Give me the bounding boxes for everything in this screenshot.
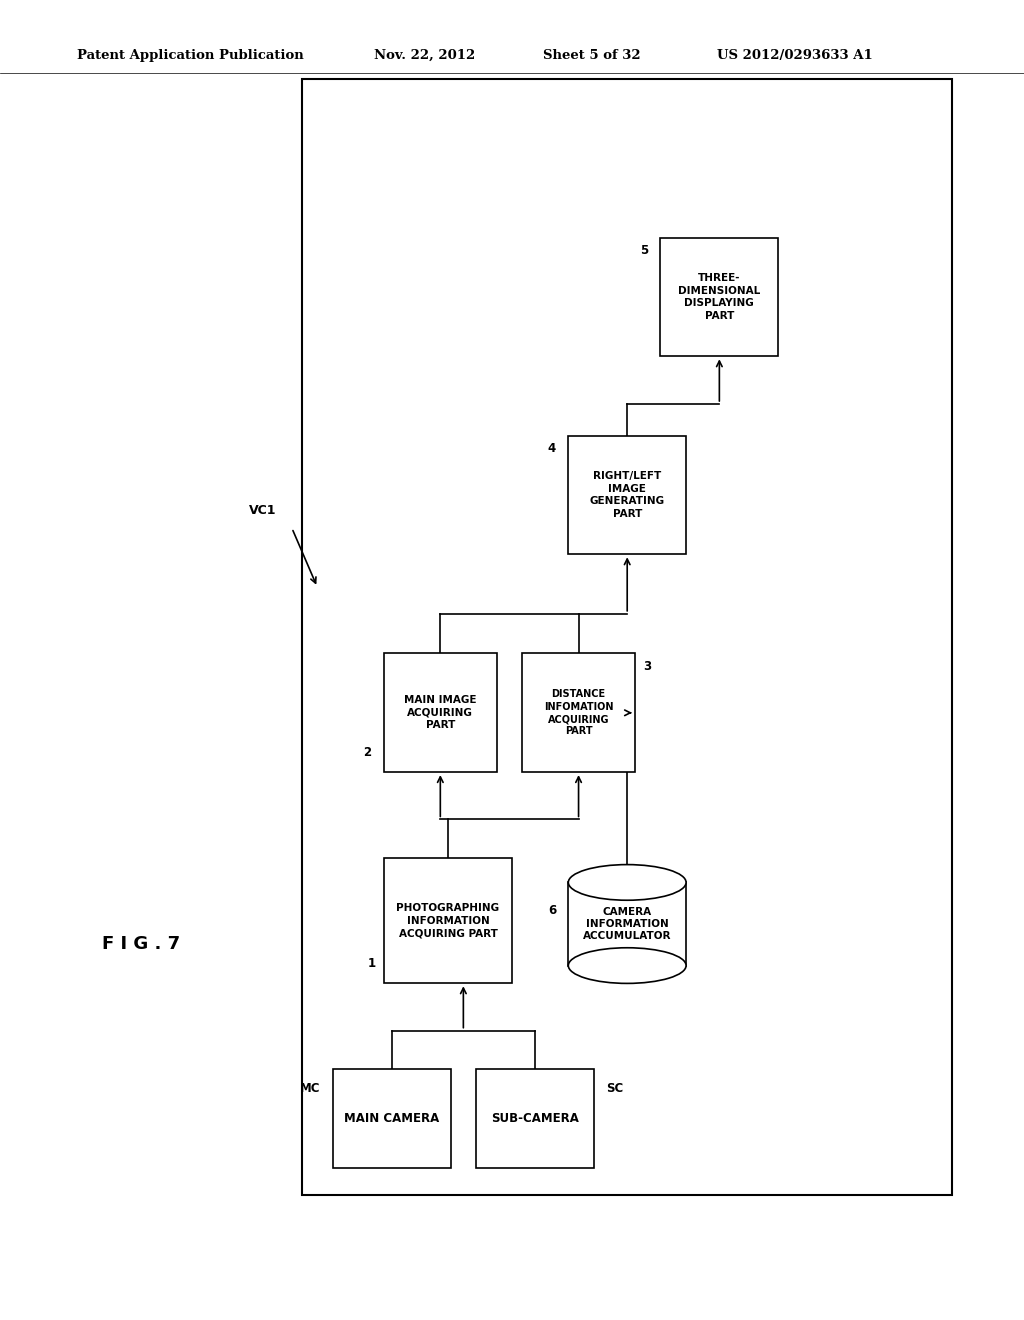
Text: MC: MC — [300, 1082, 321, 1096]
Text: RIGHT/LEFT
IMAGE
GENERATING
PART: RIGHT/LEFT IMAGE GENERATING PART — [590, 471, 665, 519]
Bar — [384, 653, 497, 772]
Text: 6: 6 — [548, 904, 556, 917]
Bar — [476, 1069, 594, 1168]
Bar — [302, 79, 952, 1195]
Text: 4: 4 — [548, 442, 556, 455]
Text: Sheet 5 of 32: Sheet 5 of 32 — [543, 49, 640, 62]
Text: DISTANCE
INFOMATION
ACQUIRING
PART: DISTANCE INFOMATION ACQUIRING PART — [544, 689, 613, 737]
Bar — [660, 238, 778, 356]
Text: THREE-
DIMENSIONAL
DISPLAYING
PART: THREE- DIMENSIONAL DISPLAYING PART — [678, 273, 761, 321]
Text: SC: SC — [606, 1082, 624, 1096]
Text: 2: 2 — [364, 746, 372, 759]
Text: 5: 5 — [640, 244, 648, 257]
Text: US 2012/0293633 A1: US 2012/0293633 A1 — [717, 49, 872, 62]
Bar — [522, 653, 635, 772]
Text: F I G . 7: F I G . 7 — [102, 935, 180, 953]
Ellipse shape — [568, 865, 686, 900]
Text: VC1: VC1 — [249, 504, 276, 517]
Text: CAMERA
INFORMATION
ACCUMULATOR: CAMERA INFORMATION ACCUMULATOR — [583, 907, 672, 941]
Text: MAIN CAMERA: MAIN CAMERA — [344, 1113, 439, 1125]
Text: Nov. 22, 2012: Nov. 22, 2012 — [374, 49, 475, 62]
Text: 3: 3 — [643, 660, 651, 673]
Text: PHOTOGRAPHING
INFORMATION
ACQUIRING PART: PHOTOGRAPHING INFORMATION ACQUIRING PART — [396, 903, 500, 939]
Ellipse shape — [568, 948, 686, 983]
Text: Patent Application Publication: Patent Application Publication — [77, 49, 303, 62]
Text: SUB-CAMERA: SUB-CAMERA — [492, 1113, 579, 1125]
Bar — [384, 858, 512, 983]
Text: 1: 1 — [368, 957, 376, 970]
Bar — [568, 882, 686, 966]
Bar — [568, 436, 686, 554]
Bar — [333, 1069, 451, 1168]
Text: MAIN IMAGE
ACQUIRING
PART: MAIN IMAGE ACQUIRING PART — [404, 696, 476, 730]
